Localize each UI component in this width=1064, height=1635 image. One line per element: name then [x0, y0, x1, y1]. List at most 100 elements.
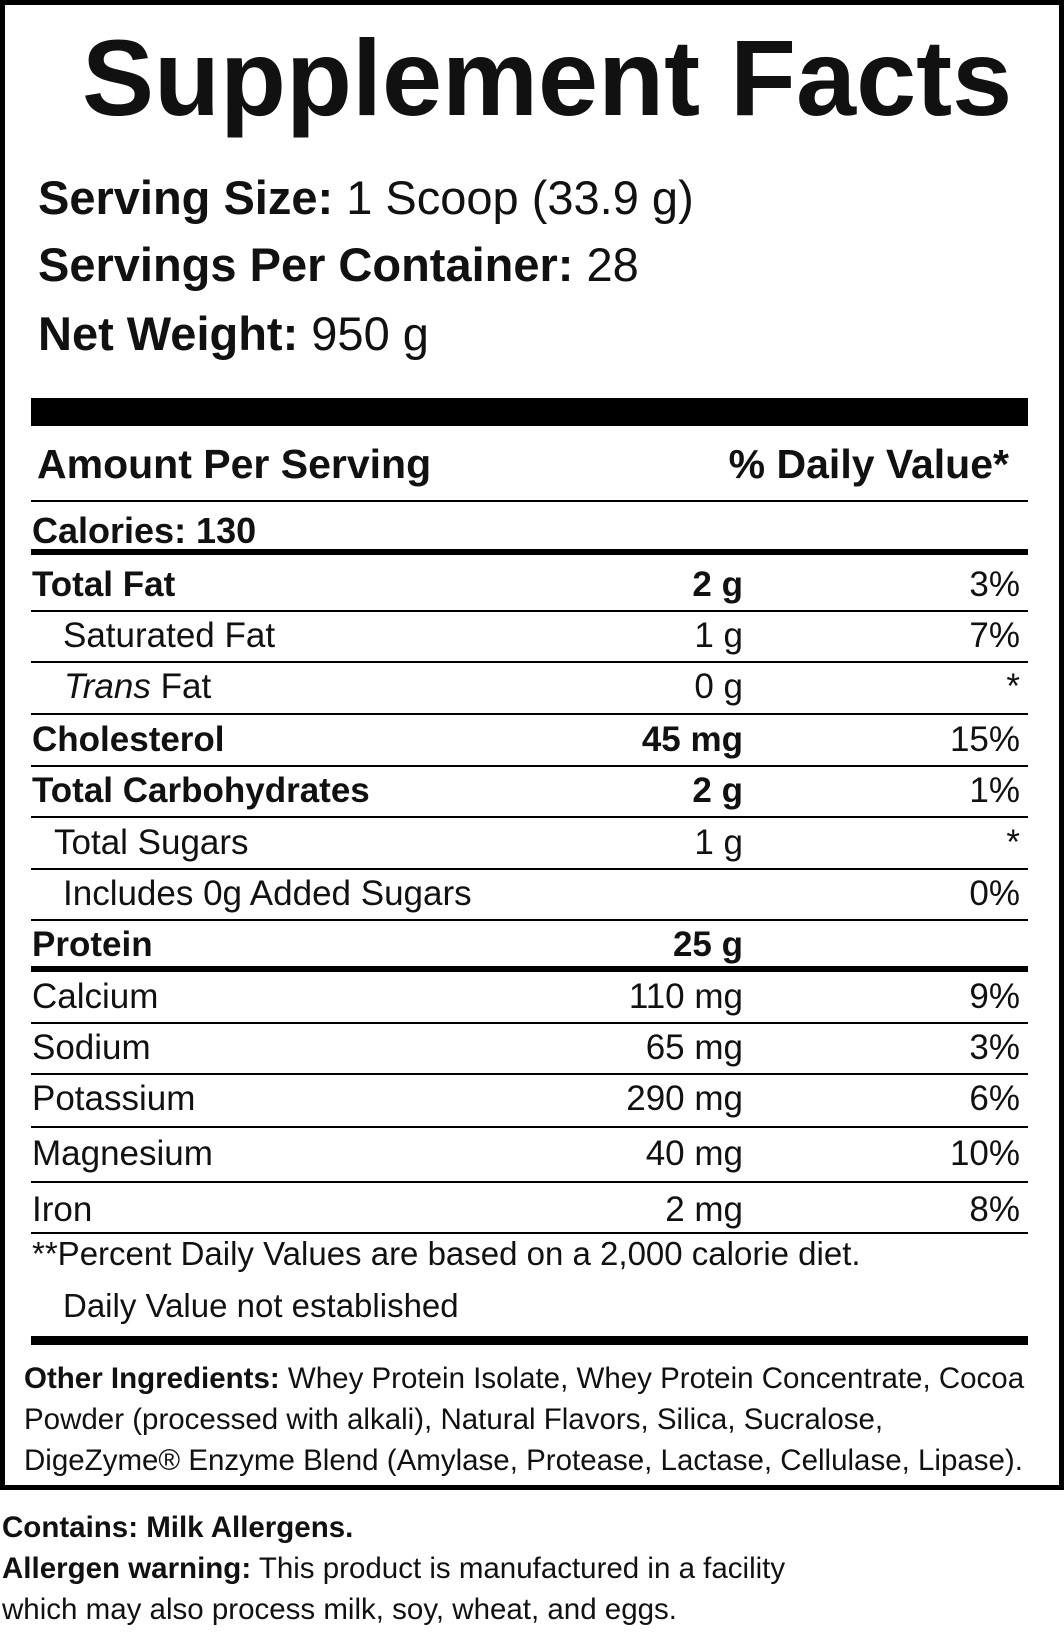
rule: [31, 661, 1028, 663]
nutrient-amount: 110 mg: [628, 976, 743, 1016]
nutrient-amount: 2 g: [692, 564, 743, 604]
nutrient-row-name: Sodium: [32, 1030, 151, 1065]
nutrient-amount: 25 g: [673, 927, 743, 962]
other-ingredients: Other Ingredients: Whey Protein Isolate,…: [24, 1358, 1034, 1481]
rule: [31, 398, 1028, 426]
nutrient-dv: 0%: [969, 876, 1020, 911]
nutrient-dv: *: [1006, 666, 1020, 706]
rule: [31, 919, 1028, 921]
nutrient-amount: 290 mg: [626, 1078, 743, 1118]
other-ingredients-label: Other Ingredients:: [24, 1362, 280, 1395]
allergen-warning: Allergen warning: This product is manufa…: [2, 1548, 822, 1630]
nutrient-row-name: Trans Fat: [64, 669, 211, 704]
calories: Calories: 130: [32, 513, 256, 549]
nutrient-name: Sodium: [32, 1027, 151, 1067]
nutrient-amount: 65 mg: [646, 1030, 743, 1065]
nutrient-amount: 40 mg: [645, 1133, 743, 1173]
header-dv: % Daily Value*: [728, 440, 1009, 487]
calories: Calories: 130: [32, 510, 257, 551]
serving-line: Net Weight: 950 g: [38, 310, 429, 357]
nutrient-dv: 8%: [969, 1189, 1020, 1229]
nutrient-name: Total Fat: [32, 564, 176, 604]
nutrient-dv: 7%: [969, 618, 1020, 653]
header-dv: % Daily Value*: [728, 440, 1009, 487]
serving-line: Serving Size: 1 Scoop (33.9 g): [38, 174, 694, 221]
rule: [31, 713, 1028, 715]
nutrient-name: Magnesium: [32, 1133, 213, 1173]
rule: [31, 1181, 1028, 1183]
footnote: **Percent Daily Values are based on a 2,…: [32, 1237, 861, 1270]
serving-label: Servings Per Container:: [38, 237, 574, 291]
serving-value: 950 g: [311, 306, 429, 360]
facts-panel: [0, 0, 1064, 1490]
serving-value: 28: [586, 237, 639, 291]
contains: Contains: Milk Allergens.: [2, 1511, 354, 1544]
nutrient-prefix: Trans: [64, 666, 151, 706]
rule: [31, 610, 1028, 612]
nutrient-amount: 110 mg: [629, 979, 743, 1014]
nutrient-name: Potassium: [32, 1078, 196, 1118]
nutrient-dv: 10%: [950, 1136, 1020, 1171]
rule: [31, 549, 1028, 555]
nutrient-amount: 2 g: [692, 770, 743, 810]
nutrient-amount: 65 mg: [645, 1027, 743, 1067]
rule: [31, 1073, 1028, 1075]
header-amount: Amount Per Serving: [37, 440, 432, 487]
allergen-text: This product is manufactured in a facili…: [2, 1552, 786, 1626]
footnote: **Percent Daily Values are based on a 2,…: [32, 1234, 861, 1272]
nutrient-row-name: Total Carbohydrates: [32, 773, 370, 808]
nutrient-dv: 3%: [969, 1030, 1020, 1065]
nutrient-dv: 6%: [969, 1078, 1020, 1118]
serving-line: Servings Per Container: 28: [38, 241, 639, 288]
footnote: Daily Value not established: [63, 1286, 459, 1324]
serving-value: 1 Scoop (33.9 g): [346, 170, 694, 224]
rule: [31, 765, 1028, 767]
nutrient-amount: 1 g: [694, 615, 743, 655]
nutrient-row-name: Iron: [32, 1192, 92, 1227]
serving-label: Net Weight:: [38, 306, 299, 360]
nutrient-row-name: Potassium: [32, 1081, 195, 1116]
nutrient-amount: 0 g: [694, 666, 743, 706]
rule: [31, 500, 1028, 502]
nutrient-row-name: Saturated Fat: [63, 618, 275, 653]
nutrient-dv: 10%: [949, 1133, 1020, 1173]
nutrient-name: Saturated Fat: [63, 615, 276, 655]
nutrient-amount: 45 mg: [641, 719, 743, 759]
rule: [31, 816, 1028, 818]
rule: [31, 1232, 1028, 1234]
nutrient-name: Total Carbohydrates: [32, 770, 370, 810]
nutrient-dv: 1%: [969, 773, 1020, 808]
nutrient-name: Includes 0g Added Sugars: [63, 873, 472, 913]
nutrient-dv: *: [1006, 825, 1020, 860]
nutrient-amount: 2 mg: [665, 1192, 743, 1227]
nutrient-row-name: Cholesterol: [32, 722, 225, 757]
nutrient-name: Calcium: [32, 976, 159, 1016]
nutrient-dv: 8%: [969, 1192, 1020, 1227]
footnote: Daily Value not established: [63, 1289, 459, 1322]
nutrient-row-name: Includes 0g Added Sugars: [63, 876, 472, 911]
nutrient-dv: 1%: [969, 770, 1020, 810]
nutrient-name: Protein: [32, 924, 153, 964]
nutrient-dv: 15%: [950, 722, 1020, 757]
nutrient-dv: 3%: [969, 564, 1020, 604]
nutrient-row-name: Total Sugars: [54, 825, 249, 860]
nutrient-amount: 2 g: [692, 567, 743, 602]
rule: [31, 1022, 1028, 1024]
nutrient-row-name: Magnesium: [32, 1136, 213, 1171]
header-amount: Amount Per Serving: [37, 440, 432, 487]
nutrient-amount: 1 g: [694, 618, 743, 653]
nutrient-dv: 0%: [969, 873, 1020, 913]
rule: [31, 966, 1028, 972]
allergen-label: Allergen warning:: [2, 1552, 252, 1585]
title-text: Supplement Facts: [82, 17, 1013, 138]
nutrient-dv: *: [1006, 822, 1020, 862]
nutrient-amount: 40 mg: [646, 1136, 743, 1171]
nutrient-row-name: Total Fat: [32, 567, 175, 602]
rule: [31, 1336, 1028, 1345]
nutrient-dv: 9%: [969, 976, 1020, 1016]
serving-label: Serving Size:: [38, 170, 334, 224]
nutrient-name: Fat: [160, 666, 212, 706]
nutrient-dv: 15%: [949, 719, 1020, 759]
nutrient-amount: 290 mg: [626, 1081, 743, 1116]
